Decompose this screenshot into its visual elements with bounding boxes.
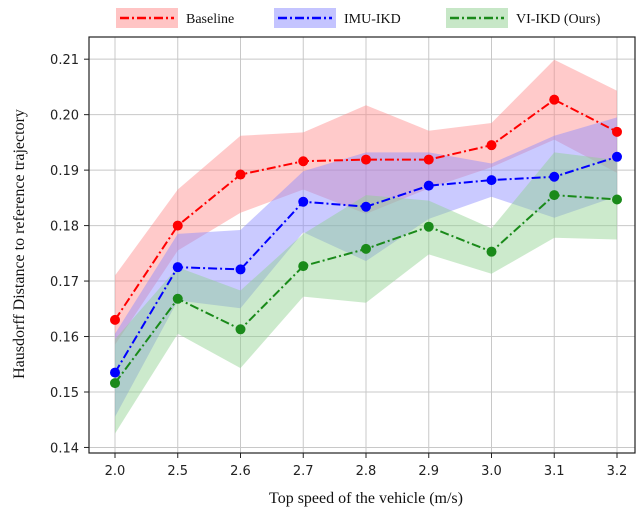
point-series-2	[486, 246, 497, 257]
legend-label-0: Baseline	[186, 12, 234, 27]
point-series-1	[486, 175, 497, 186]
x-tick-label: 3.0	[481, 464, 502, 479]
point-series-1	[549, 171, 560, 182]
point-series-2	[110, 378, 120, 389]
point-series-1	[361, 201, 371, 212]
y-tick-label: 0.20	[50, 109, 79, 124]
y-axis-title: Hausdorff Distance to reference trajecto…	[11, 109, 28, 379]
point-series-1	[172, 262, 183, 273]
point-series-2	[612, 194, 622, 205]
x-tick-label: 3.1	[544, 464, 565, 479]
y-tick-label: 0.18	[50, 220, 79, 235]
point-series-2	[549, 190, 560, 201]
point-series-2	[298, 261, 309, 272]
legend-swatch-2	[446, 8, 508, 28]
point-series-0	[361, 154, 371, 165]
x-tick-label: 3.2	[607, 464, 628, 479]
x-tick-labels: 2.0 2.5 2.6 2.7 2.8 2.9 3.0 3.1 3.2	[105, 453, 628, 479]
point-series-1	[423, 180, 434, 191]
point-series-0	[612, 126, 622, 137]
point-series-1	[612, 151, 622, 162]
legend-swatch-0	[116, 8, 178, 28]
x-axis-title: Top speed of the vehicle (m/s)	[269, 490, 463, 507]
y-tick-label: 0.21	[50, 53, 79, 68]
point-series-0	[423, 154, 434, 165]
point-series-0	[235, 169, 246, 180]
legend-label-2: VI-IKD (Ours)	[516, 12, 601, 27]
point-series-1	[235, 264, 246, 275]
point-series-0	[110, 314, 120, 325]
point-series-1	[298, 196, 309, 207]
point-series-0	[549, 94, 560, 105]
point-series-2	[235, 324, 246, 335]
legend-label-1: IMU-IKD	[344, 12, 401, 27]
y-tick-label: 0.15	[50, 386, 79, 401]
legend-swatch-1	[274, 8, 336, 28]
x-tick-label: 2.8	[356, 464, 377, 479]
y-tick-labels: 0.14 0.15 0.16 0.17 0.18 0.19 0.20 0.21	[50, 53, 89, 456]
series-points	[110, 94, 622, 389]
plot-frame	[88, 36, 636, 454]
y-tick-label: 0.19	[50, 164, 79, 179]
y-tick-label: 0.16	[50, 331, 79, 346]
band-series-2	[115, 152, 617, 434]
x-tick-label: 2.5	[167, 464, 188, 479]
x-tick-label: 2.9	[418, 464, 439, 479]
point-series-0	[486, 140, 497, 151]
band-series-1	[115, 117, 617, 417]
x-tick-label: 2.7	[293, 464, 314, 479]
legend: Baseline IMU-IKD VI-IKD (Ours)	[116, 8, 601, 28]
x-tick-label: 2.6	[230, 464, 251, 479]
y-tick-label: 0.14	[50, 441, 79, 456]
x-tick-label: 2.0	[105, 464, 126, 479]
point-series-0	[172, 220, 183, 231]
point-series-1	[110, 367, 120, 378]
y-tick-label: 0.17	[50, 275, 79, 290]
grid-lines	[89, 37, 635, 453]
line-series-0	[114, 98, 618, 321]
point-series-2	[423, 221, 434, 232]
point-series-2	[172, 293, 183, 304]
point-series-2	[361, 243, 371, 254]
point-series-0	[298, 156, 309, 167]
